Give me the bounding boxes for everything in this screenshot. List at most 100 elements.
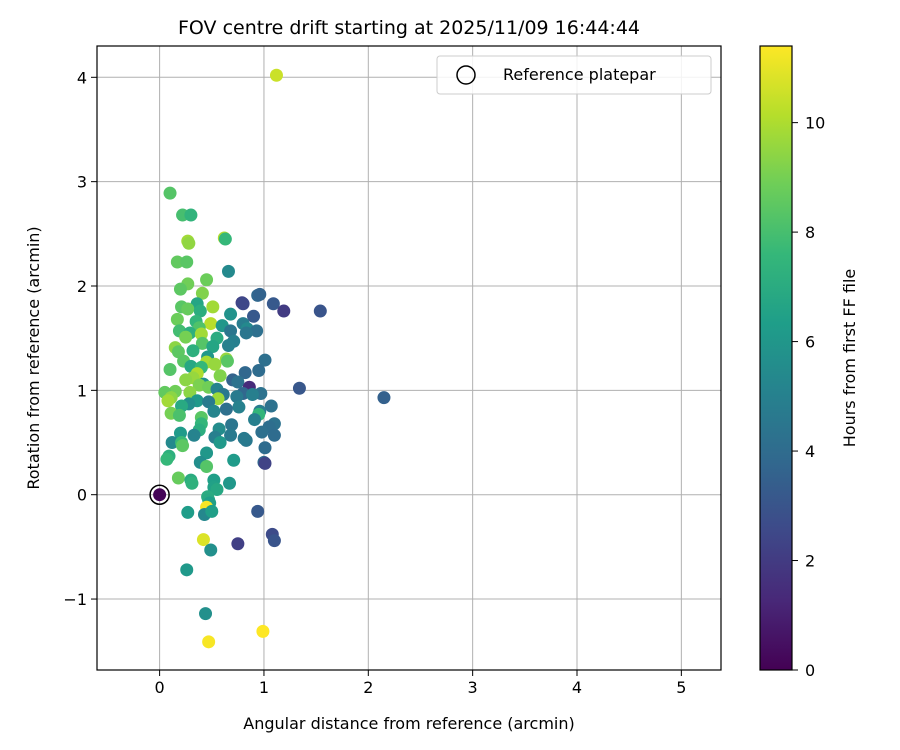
data-point <box>165 436 179 450</box>
data-point <box>236 297 250 311</box>
data-point <box>255 425 269 439</box>
data-point <box>194 327 208 341</box>
data-point <box>204 543 218 557</box>
data-point <box>258 441 272 455</box>
data-point <box>258 353 272 367</box>
plot-frame <box>96 45 722 671</box>
data-point <box>185 476 199 490</box>
data-point <box>206 300 220 314</box>
x-tick-label: 3 <box>468 678 478 697</box>
data-point <box>218 232 232 246</box>
data-point <box>256 624 270 638</box>
data-point <box>230 390 244 404</box>
data-point <box>264 399 278 413</box>
data-point <box>172 408 186 422</box>
data-point <box>183 385 197 399</box>
data-point <box>170 255 184 269</box>
data-point <box>181 505 195 519</box>
x-tick-label: 5 <box>676 678 686 697</box>
data-point <box>202 635 216 649</box>
data-point <box>224 324 238 338</box>
colorbar-tick-label: 10 <box>805 114 825 133</box>
data-point <box>180 255 194 269</box>
data-point <box>181 302 195 316</box>
legend-box: Reference platepar <box>436 55 712 95</box>
data-point <box>193 304 207 318</box>
data-point <box>171 471 185 485</box>
data-point <box>195 286 209 300</box>
data-point <box>277 304 291 318</box>
data-point <box>292 381 306 395</box>
legend-reference-marker <box>456 65 476 85</box>
data-point <box>206 340 220 354</box>
y-tick-label: 1 <box>77 381 87 400</box>
data-point <box>269 68 283 82</box>
data-point <box>173 426 187 440</box>
data-point <box>200 446 214 460</box>
data-point <box>163 186 177 200</box>
data-point <box>224 428 238 442</box>
x-tick-label: 0 <box>155 678 165 697</box>
colorbar-tick-label: 4 <box>805 442 815 461</box>
data-point <box>231 537 245 551</box>
data-point <box>247 309 261 323</box>
data-point <box>187 428 201 442</box>
colorbar-tick-label: 0 <box>805 661 815 680</box>
data-point <box>210 482 224 496</box>
x-tick-label: 2 <box>363 678 373 697</box>
data-point <box>180 563 194 577</box>
y-tick-label: 2 <box>77 277 87 296</box>
data-point <box>266 297 280 311</box>
legend-label: Reference platepar <box>503 65 656 84</box>
data-point <box>207 404 221 418</box>
data-point <box>173 282 187 296</box>
colorbar-tick-label: 6 <box>805 333 815 352</box>
data-point <box>238 366 252 380</box>
data-point <box>377 391 391 405</box>
colorbar-ticks: 0 2 4 6 8 10 <box>792 114 825 680</box>
data-point <box>213 369 227 383</box>
data-point <box>195 336 209 350</box>
data-point <box>184 208 198 222</box>
x-axis-label: Angular distance from reference (arcmin) <box>243 714 574 733</box>
data-point <box>219 402 233 416</box>
data-point <box>199 607 213 621</box>
data-point <box>205 504 219 518</box>
data-point <box>232 400 246 414</box>
colorbar-tick-label: 2 <box>805 552 815 571</box>
reference-marker-layer <box>149 484 170 505</box>
x-axis-ticks: 0 1 2 3 4 5 <box>155 670 686 697</box>
data-point <box>176 439 190 453</box>
data-point <box>267 428 281 442</box>
data-point <box>237 431 251 445</box>
data-point <box>253 287 267 301</box>
data-point <box>170 312 184 326</box>
data-point <box>153 488 167 502</box>
data-point <box>196 533 210 547</box>
y-axis-ticks: −1 0 1 2 3 4 <box>63 68 97 609</box>
data-point <box>227 453 241 467</box>
data-point <box>182 236 196 250</box>
colorbar-gradient <box>760 46 792 670</box>
colorbar: 0 2 4 6 8 10 Hours from first FF file <box>759 45 859 680</box>
data-point <box>251 504 265 518</box>
data-point <box>161 394 175 408</box>
data-point <box>179 330 193 344</box>
data-point <box>204 317 218 331</box>
data-point <box>221 264 235 278</box>
data-point <box>245 388 259 402</box>
data-point <box>186 344 200 358</box>
data-point <box>248 413 262 427</box>
chart-title: FOV centre drift starting at 2025/11/09 … <box>178 17 640 39</box>
x-tick-label: 1 <box>259 678 269 697</box>
data-point <box>200 273 214 287</box>
y-tick-label: 3 <box>77 173 87 192</box>
y-tick-label: 4 <box>77 68 87 87</box>
data-point <box>200 460 214 474</box>
data-point <box>250 324 264 338</box>
data-point <box>208 357 222 371</box>
scatter-points <box>153 68 391 649</box>
data-point <box>313 304 327 318</box>
data-point <box>225 418 239 432</box>
